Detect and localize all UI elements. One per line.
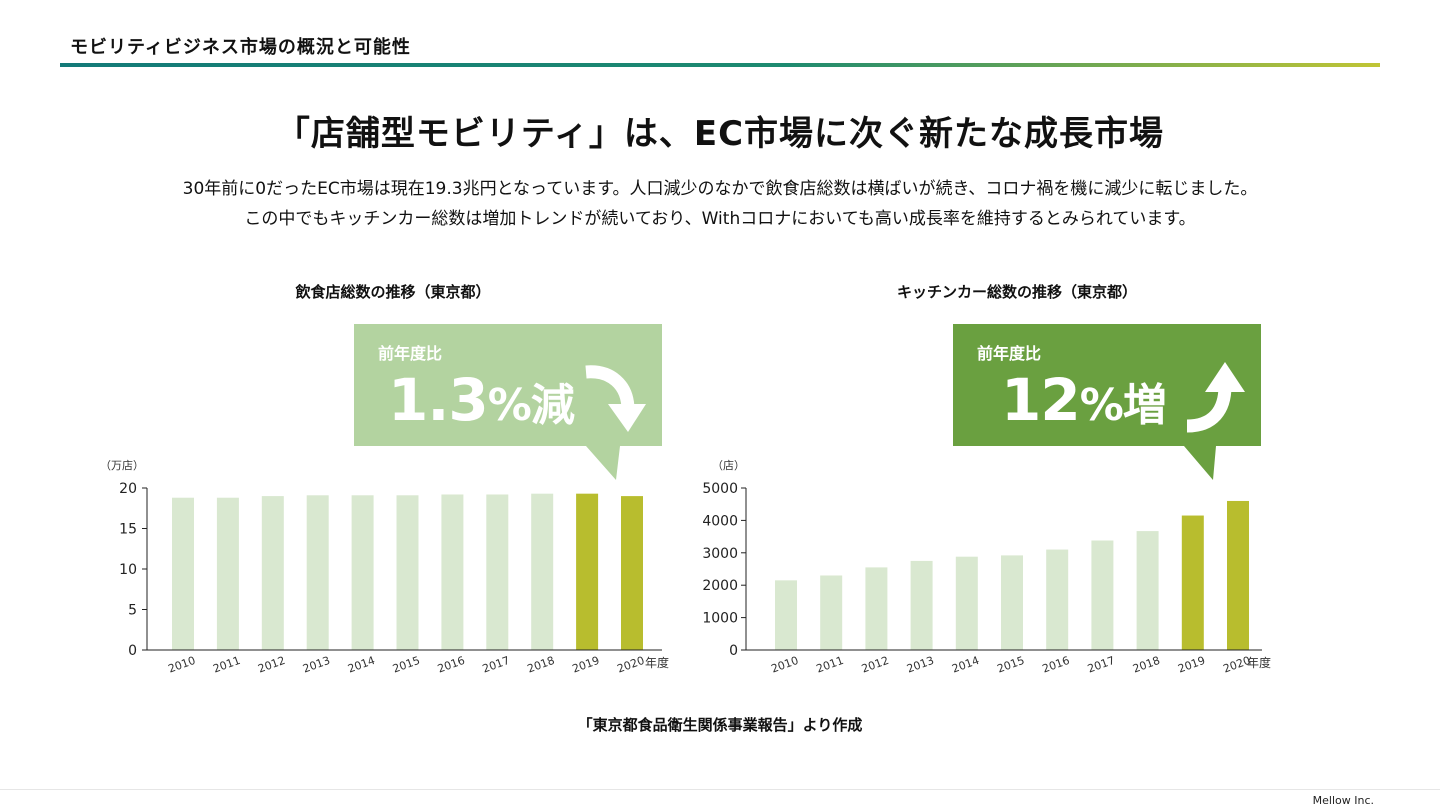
bar-2020 [1227, 500, 1249, 650]
data-source-note: 「東京都食品衛生関係事業報告」より作成 [577, 716, 863, 734]
y-tick-label-1000: 1000 [702, 611, 738, 627]
x-tick-label-2013: 2013 [905, 654, 936, 676]
bar-2018 [1136, 531, 1159, 650]
callout-number: 12 [1001, 366, 1081, 434]
bar-2016 [1046, 549, 1069, 650]
x-tick-label-2011: 2011 [815, 654, 846, 676]
callout-label: 前年度比 [977, 344, 1042, 363]
y-axis-label: （万店） [100, 458, 144, 472]
x-tick-label-2012: 2012 [860, 654, 891, 676]
callout-value: 12%増 [1001, 366, 1167, 434]
y-tick-label-3000: 3000 [702, 546, 738, 562]
arrow-down-curve-icon [585, 365, 646, 432]
y-tick-label-4000: 4000 [702, 513, 738, 529]
callout-percent: % [1079, 380, 1124, 431]
header-divider [60, 63, 1380, 67]
footer-divider [0, 789, 1440, 790]
y-tick-label-2000: 2000 [702, 578, 738, 594]
bar-2014 [351, 495, 374, 650]
chart-title-kitchen-cars: キッチンカー総数の推移（東京都） [896, 283, 1137, 301]
callout-percent: % [487, 380, 532, 431]
y-tick-label-10: 10 [119, 562, 137, 578]
main-heading: 「店舗型モビリティ」は、EC市場に次ぐ新たな成長市場 [275, 114, 1165, 154]
callout-up-shape [953, 324, 1261, 480]
arrow-up-curve-icon [1186, 362, 1245, 433]
lead-line-1: 30年前に0だったEC市場は現在19.3兆円となっています。人口減少のなかで飲食… [182, 179, 1258, 199]
x-tick-label-2018: 2018 [1131, 654, 1162, 676]
bar-2013 [910, 560, 933, 650]
bar-2014 [955, 556, 978, 650]
x-tick-label-2015: 2015 [995, 654, 1026, 676]
callout-number: 1.3 [388, 366, 489, 434]
bar-2013 [306, 495, 329, 650]
x-tick-label-2014: 2014 [950, 654, 981, 676]
bar-2010 [775, 580, 797, 650]
bar-2012 [261, 496, 284, 650]
bar-2011 [820, 575, 843, 650]
x-axis-label: 年度 [645, 655, 669, 670]
page-header-title: モビリティビジネス市場の概況と可能性 [70, 37, 411, 58]
bar-2017 [486, 494, 509, 650]
bar-2018 [531, 493, 554, 650]
bar-2019 [1181, 515, 1204, 650]
callout-unit: 減 [530, 380, 575, 431]
kitchen-cars-bar-chart: 0 1000 2000 3000 4000 5000 （店） 2010 2011 2012 2013… [702, 458, 1271, 676]
callout-value: 1.3%減 [388, 366, 575, 434]
x-tick-label-2017: 2017 [1086, 654, 1117, 676]
bar-2019 [576, 493, 599, 650]
chart-title-restaurants: 飲食店総数の推移（東京都） [295, 283, 491, 301]
y-tick-label-5: 5 [128, 603, 137, 619]
y-tick-label-20: 20 [119, 481, 137, 497]
callout-down-shape [354, 324, 662, 480]
bar-2011 [216, 497, 239, 650]
y-tick-label-0: 0 [729, 643, 738, 659]
x-tick-label-2010: 2010 [769, 654, 800, 676]
bar-2020 [621, 496, 643, 650]
callout-label: 前年度比 [378, 344, 443, 363]
x-tick-label-2016: 2016 [1041, 654, 1072, 676]
bar-2015 [396, 495, 419, 650]
y-axis-label: （店） [712, 458, 745, 472]
bar-2012 [865, 567, 888, 650]
callout-unit: 増 [1122, 380, 1167, 431]
bar-2015 [1001, 555, 1023, 650]
y-tick-label-5000: 5000 [702, 481, 738, 497]
bar-2010 [172, 497, 194, 650]
bar-2016 [441, 494, 464, 650]
x-axis-label: 年度 [1247, 655, 1271, 670]
footer-brand: Mellow Inc. [1312, 794, 1374, 807]
callout-kitchen-cars-change: 前年度比 12%増 [953, 324, 1261, 446]
y-tick-label-15: 15 [119, 522, 137, 538]
callout-restaurants-change: 前年度比 1.3%減 [354, 324, 662, 446]
lead-line-2: この中でもキッチンカー総数は増加トレンドが続いており、Withコロナにおいても高… [244, 209, 1196, 229]
x-tick-label-2019: 2019 [1176, 654, 1207, 676]
bar-2017 [1091, 540, 1114, 650]
y-tick-label-0: 0 [128, 643, 137, 659]
